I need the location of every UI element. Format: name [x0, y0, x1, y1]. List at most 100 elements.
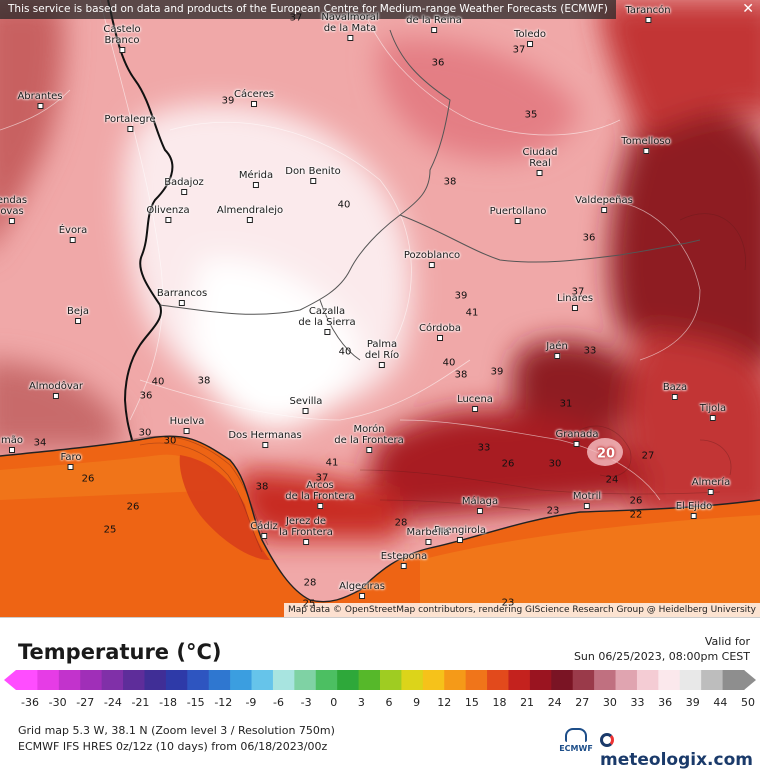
city-marker-icon — [643, 148, 649, 154]
scale-swatch — [165, 670, 188, 690]
scale-swatch — [337, 670, 360, 690]
city-marker-icon — [709, 415, 716, 421]
isoline-value: 40 — [442, 357, 456, 369]
scale-tick-label: 44 — [713, 696, 728, 709]
scale-tick-label: 0 — [330, 696, 338, 709]
scale-swatch — [80, 670, 103, 690]
city-marker-icon — [430, 27, 437, 33]
isoline-value: 30 — [548, 458, 562, 470]
scale-tick-label: 18 — [492, 696, 507, 709]
scale-swatch — [294, 670, 317, 690]
isoline-value: 41 — [325, 457, 339, 469]
temperature-map[interactable]: This service is based on data and produc… — [0, 0, 760, 617]
city-label: Évora — [59, 225, 87, 243]
isoline-value: 26 — [629, 495, 643, 507]
map-attribution: Map data © OpenStreetMap contributors, r… — [284, 603, 760, 617]
city-marker-icon — [358, 593, 365, 599]
isoline-value: 40 — [337, 199, 351, 211]
city-label: Tijola — [700, 403, 726, 421]
isoline-value: 30 — [163, 435, 177, 447]
scale-swatch — [16, 670, 38, 690]
meteologix-brand: meteologix.com — [600, 750, 753, 770]
model-info: Grid map 5.3 W, 38.1 N (Zoom level 3 / R… — [18, 723, 335, 755]
isoline-value: 36 — [139, 390, 153, 402]
city-label: Arcos de la Frontera — [285, 480, 355, 509]
city-label: Estepona — [381, 551, 427, 569]
scale-tick-label: -18 — [159, 696, 178, 709]
city-marker-icon — [527, 41, 533, 47]
scale-swatch — [422, 670, 445, 690]
city-marker-icon — [584, 503, 590, 509]
scale-tick-label: 24 — [547, 696, 562, 709]
isoline-value: 31 — [559, 398, 573, 410]
scale-swatch — [358, 670, 381, 690]
city-label: Sevilla — [290, 396, 322, 414]
scale-tick-label: 12 — [437, 696, 452, 709]
city-marker-icon — [429, 262, 435, 268]
city-label: Jaén — [546, 341, 568, 359]
city-marker-icon — [672, 394, 678, 400]
city-label: Lucena — [457, 394, 493, 412]
ecmwf-logo-icon — [565, 728, 587, 742]
city-marker-icon — [645, 17, 651, 23]
city-marker-icon — [601, 207, 607, 213]
scale-tick-label: 33 — [630, 696, 645, 709]
city-marker-icon — [456, 537, 463, 543]
city-marker-icon — [691, 513, 697, 519]
city-label: Huelva — [170, 416, 204, 434]
city-marker-icon — [553, 353, 560, 359]
city-label: Motril — [573, 491, 601, 509]
city-marker-icon — [514, 218, 521, 224]
isoline-value: 38 — [197, 375, 211, 387]
city-marker-icon — [37, 103, 43, 109]
scale-swatch — [508, 670, 531, 690]
city-label: Barrancos — [157, 288, 207, 306]
scale-swatch — [679, 670, 702, 690]
city-marker-icon — [118, 47, 125, 53]
scale-swatch — [101, 670, 124, 690]
city-marker-icon — [303, 539, 309, 545]
city-marker-icon — [347, 35, 353, 41]
scale-swatch — [444, 670, 467, 690]
city-marker-icon — [302, 408, 309, 414]
isoline-value: 41 — [465, 307, 479, 319]
legend-title: Temperature (°C) — [18, 640, 222, 664]
city-label: Córdoba — [419, 323, 461, 341]
city-marker-icon — [261, 442, 268, 448]
close-icon[interactable]: ✕ — [742, 1, 754, 17]
city-label: Ciudad Real — [523, 147, 557, 176]
city-label: Cazalla de la Sierra — [298, 306, 356, 335]
scale-tick-label: 6 — [385, 696, 393, 709]
scale-swatch — [37, 670, 60, 690]
meteologix-icon — [600, 733, 614, 747]
scale-tick-label: -21 — [131, 696, 150, 709]
city-label: Valdepeñas — [575, 195, 633, 213]
color-scale-bar — [4, 670, 756, 690]
isoline-value: 25 — [302, 598, 316, 610]
scale-swatch — [401, 670, 424, 690]
scale-tick-label: -9 — [245, 696, 257, 709]
map-canvas — [0, 0, 760, 617]
meteologix-logo[interactable]: meteologix.com — [600, 730, 760, 770]
scale-tick-label: 9 — [413, 696, 421, 709]
isoline-value: 40 — [338, 346, 352, 358]
scale-tick-label: -15 — [186, 696, 205, 709]
isoline-value: 28 — [303, 577, 317, 589]
city-label: Pozoblanco — [404, 250, 460, 268]
scale-tick-label: 30 — [602, 696, 617, 709]
isoline-value: 39 — [454, 290, 468, 302]
scale-tick-label: 15 — [464, 696, 479, 709]
scale-swatch — [315, 670, 338, 690]
city-marker-icon — [184, 428, 190, 434]
isoline-value: 38 — [454, 369, 468, 381]
city-label: Málaga — [462, 496, 498, 514]
city-label: Jerez de la Frontera — [279, 516, 333, 545]
city-label: Almendralejo — [217, 205, 283, 223]
city-marker-icon — [425, 539, 431, 545]
scale-tick-label: -27 — [76, 696, 95, 709]
city-marker-icon — [261, 533, 267, 539]
city-label: Badajoz — [164, 177, 204, 195]
isoline-value: 37 — [512, 44, 526, 56]
scale-tick-label: 27 — [575, 696, 590, 709]
city-label: Portalegre — [104, 114, 156, 132]
